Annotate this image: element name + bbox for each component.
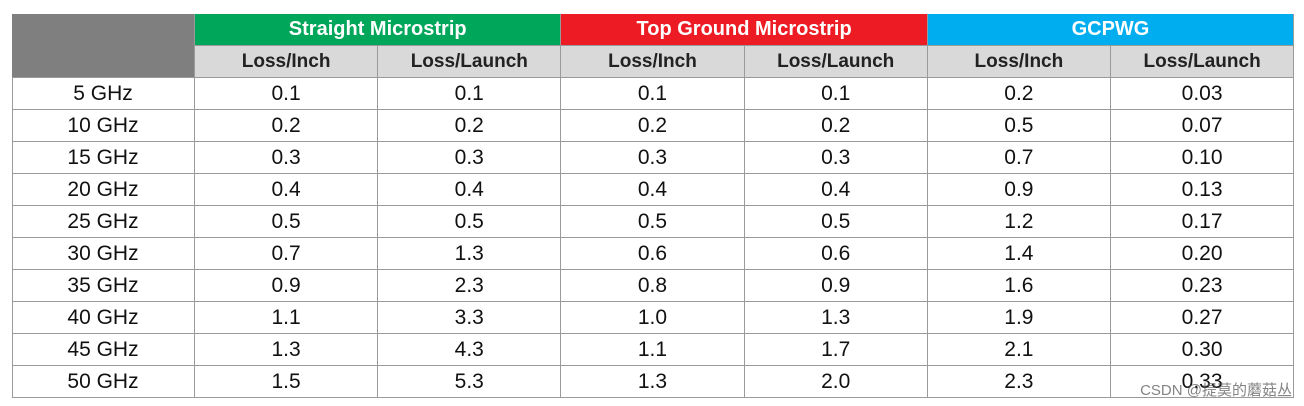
data-cell: 1.6 [927,270,1111,302]
data-cell: 0.03 [1111,78,1295,110]
data-cell: 0.13 [1111,174,1295,206]
data-cell: 0.1 [744,78,928,110]
data-cell: 0.1 [195,78,379,110]
data-cell: 4.3 [378,334,562,366]
corner-cell [12,14,195,78]
group-header: Top Ground Microstrip [561,14,928,46]
row-label: 50 GHz [12,366,195,398]
data-cell: 0.5 [561,206,745,238]
data-cell: 0.07 [1111,110,1295,142]
data-cell: 0.6 [744,238,928,270]
data-cell: 0.30 [1111,334,1295,366]
row-label: 10 GHz [12,110,195,142]
column-header: Loss/Inch [561,46,745,78]
data-cell: 2.0 [744,366,928,398]
data-cell: 0.1 [561,78,745,110]
data-cell: 1.3 [378,238,562,270]
data-cell: 1.1 [561,334,745,366]
data-cell: 1.2 [927,206,1111,238]
data-cell: 1.7 [744,334,928,366]
row-label: 45 GHz [12,334,195,366]
group-header: GCPWG [927,14,1295,46]
data-cell: 0.4 [561,174,745,206]
data-cell: 0.2 [378,110,562,142]
data-cell: 0.2 [744,110,928,142]
data-cell: 0.9 [927,174,1111,206]
data-cell: 0.2 [561,110,745,142]
data-cell: 0.5 [744,206,928,238]
data-cell: 1.4 [927,238,1111,270]
data-cell: 2.1 [927,334,1111,366]
data-cell: 0.5 [195,206,379,238]
data-cell: 2.3 [378,270,562,302]
data-cell: 0.17 [1111,206,1295,238]
data-cell: 0.9 [744,270,928,302]
data-cell: 1.1 [195,302,379,334]
data-cell: 0.2 [927,78,1111,110]
row-label: 35 GHz [12,270,195,302]
column-header: Loss/Launch [744,46,928,78]
group-header: Straight Microstrip [195,14,562,46]
row-label: 25 GHz [12,206,195,238]
data-cell: 0.3 [195,142,379,174]
data-cell: 0.3 [744,142,928,174]
data-cell: 5.3 [378,366,562,398]
row-label: 5 GHz [12,78,195,110]
column-header: Loss/Launch [1111,46,1295,78]
column-header: Loss/Launch [378,46,562,78]
watermark: CSDN @提莫的蘑菇丛 [1140,382,1292,399]
data-cell: 0.5 [378,206,562,238]
data-cell: 0.7 [195,238,379,270]
data-cell: 0.3 [561,142,745,174]
column-header: Loss/Inch [195,46,379,78]
data-cell: 0.2 [195,110,379,142]
data-cell: 0.23 [1111,270,1295,302]
data-cell: 0.7 [927,142,1111,174]
row-label: 15 GHz [12,142,195,174]
data-cell: 0.10 [1111,142,1295,174]
data-cell: 0.4 [195,174,379,206]
data-cell: 1.3 [561,366,745,398]
data-cell: 1.9 [927,302,1111,334]
data-cell: 0.20 [1111,238,1295,270]
row-label: 30 GHz [12,238,195,270]
data-cell: 1.5 [195,366,379,398]
data-cell: 3.3 [378,302,562,334]
data-cell: 0.3 [378,142,562,174]
data-cell: 0.1 [378,78,562,110]
data-cell: 0.5 [927,110,1111,142]
data-cell: 0.27 [1111,302,1295,334]
data-cell: 0.6 [561,238,745,270]
data-cell: 0.4 [744,174,928,206]
data-cell: 0.9 [195,270,379,302]
data-cell: 1.0 [561,302,745,334]
column-header: Loss/Inch [927,46,1111,78]
data-cell: 1.3 [195,334,379,366]
data-cell: 0.8 [561,270,745,302]
data-cell: 2.3 [927,366,1111,398]
row-label: 20 GHz [12,174,195,206]
row-label: 40 GHz [12,302,195,334]
data-cell: 0.33 [1111,366,1295,398]
data-cell: 0.4 [378,174,562,206]
data-cell: 1.3 [744,302,928,334]
